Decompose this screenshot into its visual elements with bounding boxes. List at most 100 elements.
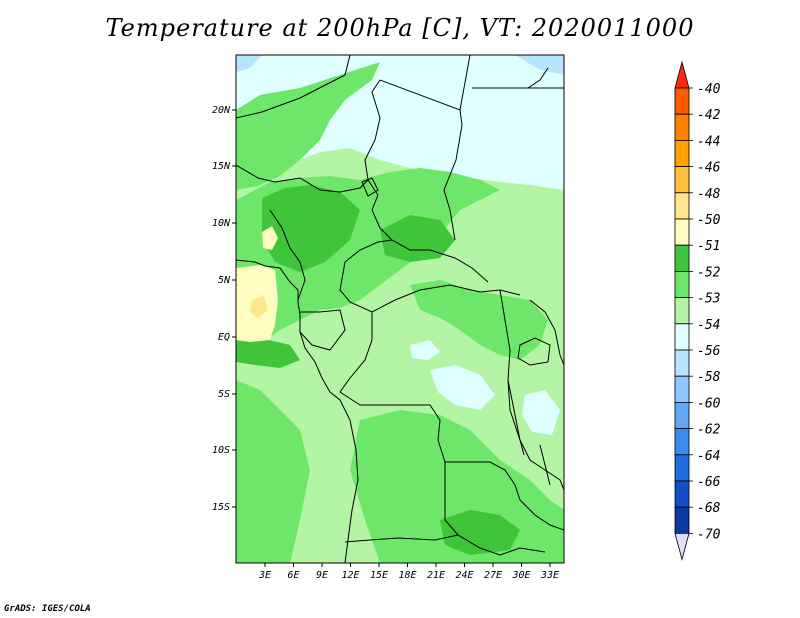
colorbar-swatch bbox=[674, 480, 690, 508]
border-congo-drc bbox=[339, 312, 373, 393]
colorbar: -40 -42 -44 -46 -48 -50 -51 -52 -53 -54 -56 -58 -60 -… bbox=[674, 60, 721, 561]
colorbar-label: -70 bbox=[697, 527, 721, 542]
colorbar-swatch bbox=[674, 297, 690, 325]
lon-label: 18E bbox=[398, 570, 416, 581]
colorbar-swatch bbox=[674, 454, 690, 482]
lat-label: 5N bbox=[218, 275, 231, 286]
colorbar-swatch bbox=[674, 166, 690, 194]
map-frame bbox=[235, 54, 565, 564]
band-53-52-east bbox=[410, 280, 548, 360]
colorbar-label: -50 bbox=[697, 213, 721, 228]
colorbar-label: -52 bbox=[697, 265, 721, 280]
colorbar-swatch bbox=[674, 87, 690, 115]
colorbar-swatch bbox=[674, 323, 690, 351]
colorbar-label: -48 bbox=[697, 187, 721, 202]
border-drc-angola bbox=[339, 391, 521, 501]
lon-label: 27E bbox=[484, 570, 502, 581]
longitude-axis: 3E 6E 9E 12E 15E 18E 21E 24E 27E 30E 33E bbox=[258, 563, 559, 581]
colorbar-label: -51 bbox=[697, 239, 720, 254]
border-tanzania-mozambique bbox=[519, 499, 564, 531]
colorbar-label: -56 bbox=[697, 344, 721, 359]
band-56-54-center bbox=[430, 365, 495, 410]
colorbar-swatch bbox=[674, 139, 690, 167]
band-53-52-west bbox=[236, 62, 380, 190]
colorbar-label: -54 bbox=[697, 318, 720, 333]
band-56-54-tanganyika bbox=[522, 390, 560, 435]
colorbar-label: -42 bbox=[697, 108, 721, 123]
border-gabon bbox=[299, 309, 346, 351]
border-zambia-zimbabwe bbox=[457, 534, 546, 556]
colorbar-label: -53 bbox=[697, 292, 720, 307]
band-58-56-corner-east bbox=[515, 55, 564, 75]
lon-label: 12E bbox=[341, 570, 359, 581]
lon-label: 21E bbox=[427, 570, 445, 581]
border-sudan-egypt bbox=[443, 109, 463, 241]
colorbar-label: -64 bbox=[697, 449, 720, 464]
colorbar-swatch bbox=[674, 270, 690, 298]
lon-label: 30E bbox=[511, 570, 530, 581]
border-uganda-kenya bbox=[529, 299, 564, 366]
colorbar-cap-top bbox=[674, 60, 690, 89]
lon-label: 24E bbox=[455, 570, 473, 581]
lon-label: 6E bbox=[287, 570, 299, 581]
band-52-51-eq bbox=[236, 338, 300, 368]
colorbar-swatch bbox=[674, 428, 690, 456]
colorbar-swatch bbox=[674, 192, 690, 220]
country-borders bbox=[236, 55, 564, 563]
lat-label: 15S bbox=[212, 502, 230, 513]
lon-label: 15E bbox=[370, 570, 388, 581]
border-car-congo bbox=[339, 261, 521, 313]
lake-tanganyika bbox=[507, 379, 525, 456]
colorbar-label: -68 bbox=[697, 501, 721, 516]
lat-label: EQ bbox=[218, 332, 230, 343]
colorbar-label: -66 bbox=[697, 475, 721, 490]
colorbar-label: -58 bbox=[697, 370, 721, 385]
colorbar-swatch bbox=[674, 244, 690, 272]
lat-label: 10N bbox=[212, 218, 231, 229]
border-east-africa bbox=[499, 289, 564, 491]
border-chad-sudan bbox=[364, 79, 489, 283]
lat-label: 5S bbox=[218, 389, 230, 400]
band-56-54-lake bbox=[410, 340, 440, 360]
lon-label: 3E bbox=[258, 570, 271, 581]
band-58-56-corner bbox=[236, 55, 262, 72]
lake-victoria bbox=[517, 337, 551, 366]
colorbar-label: -46 bbox=[697, 161, 721, 176]
lat-label: 10S bbox=[212, 445, 230, 456]
coastline-nile-delta bbox=[527, 67, 549, 89]
band-51-50-north bbox=[262, 226, 278, 250]
colorbar-swatch bbox=[674, 349, 690, 377]
colorbar-label: -60 bbox=[697, 396, 721, 411]
colorbar-label: -62 bbox=[697, 423, 721, 438]
grads-credit: GrADS: IGES/COLA bbox=[4, 604, 91, 614]
chart-title: Temperature at 200hPa [C], VT: 202001100… bbox=[105, 14, 695, 42]
latitude-axis: 20N 15N 10N 5N EQ 5S 10S 15S bbox=[212, 105, 236, 513]
colorbar-swatch bbox=[674, 506, 690, 534]
band-52-51-south bbox=[440, 510, 520, 555]
border-libya-chad bbox=[236, 55, 351, 119]
border-nigeria-cameroon bbox=[269, 209, 306, 301]
lon-label: 33E bbox=[540, 570, 559, 581]
colorbar-swatch bbox=[674, 218, 690, 246]
colorbar-swatch bbox=[674, 375, 690, 403]
lake-chad bbox=[361, 177, 379, 197]
border-angola-zambia bbox=[344, 462, 459, 543]
lon-label: 9E bbox=[316, 570, 328, 581]
temperature-field bbox=[236, 55, 564, 563]
colorbar-label: -40 bbox=[697, 82, 721, 97]
lake-malawi bbox=[539, 444, 551, 486]
border-cameroon-car bbox=[344, 239, 393, 263]
colorbar-swatch bbox=[674, 401, 690, 429]
coastline-west bbox=[236, 259, 359, 563]
band-50-48-core bbox=[250, 296, 268, 318]
band-52-51-west bbox=[262, 185, 360, 272]
colorbar-swatch bbox=[674, 113, 690, 141]
band-53-52-sw bbox=[236, 380, 310, 563]
band-52-51-ne bbox=[380, 215, 455, 262]
colorbar-label: -44 bbox=[697, 134, 720, 149]
lat-label: 20N bbox=[212, 105, 231, 116]
lat-label: 15N bbox=[212, 161, 231, 172]
colorbar-cap-bottom bbox=[674, 533, 690, 561]
border-niger-nigeria bbox=[236, 164, 369, 193]
